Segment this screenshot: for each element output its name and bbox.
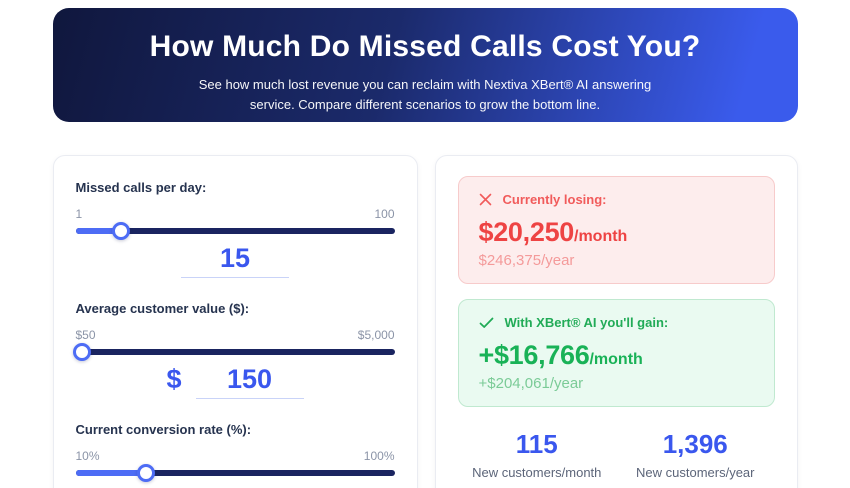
percent-suffix: %: [284, 485, 308, 488]
check-icon: [479, 317, 493, 328]
hero-banner: How Much Do Missed Calls Cost You? See h…: [52, 8, 798, 122]
conversion-rate-slider-thumb[interactable]: [137, 464, 156, 482]
conversion-rate-max-label: 100%: [363, 449, 395, 463]
customer-value-min-label: $50: [75, 328, 96, 342]
xbert-gain-header: With XBert® AI you'll gain:: [479, 315, 754, 330]
conversion-rate-slider-fill: [75, 470, 147, 476]
losing-monthly-value: $20,250/month: [478, 217, 628, 247]
missed-calls-value-input[interactable]: 15: [181, 243, 289, 278]
dollar-prefix: $: [166, 364, 182, 394]
conversion-rate-input[interactable]: 30: [162, 485, 270, 488]
conversion-rate-min-label: 10%: [75, 449, 100, 463]
calculator-card: Missed calls per day: 1 100 15 Average c…: [52, 155, 418, 488]
new-customers-month-value: 115: [515, 429, 558, 459]
currently-losing-label: Currently losing:: [502, 192, 607, 207]
page-title: How Much Do Missed Calls Cost You?: [149, 30, 701, 63]
stat-new-customers-month: 115 New customers/month: [458, 429, 617, 480]
xbert-gain-label: With XBert® AI you'll gain:: [504, 315, 669, 330]
page-container: How Much Do Missed Calls Cost You? See h…: [52, 8, 798, 488]
stat-new-customers-year: 1,396 New customers/year: [616, 429, 775, 480]
customer-value-max-label: $5,000: [357, 328, 395, 342]
currently-losing-header: Currently losing:: [479, 192, 754, 207]
customer-value-slider-thumb[interactable]: [72, 343, 91, 361]
conversion-rate-slider[interactable]: [75, 464, 395, 482]
new-customers-stats: 115 New customers/month 1,396 New custom…: [458, 429, 775, 480]
gain-yearly-value: +$204,061/year: [478, 375, 584, 392]
missed-calls-label: Missed calls per day:: [75, 180, 207, 195]
customer-value-slider[interactable]: [72, 343, 395, 361]
customer-value-input[interactable]: 150: [195, 364, 304, 399]
missed-calls-slider[interactable]: [75, 222, 395, 240]
slider-group-missed-calls: Missed calls per day: 1 100 15: [75, 180, 395, 278]
results-card: Currently losing: $20,250/month $246,375…: [434, 155, 798, 488]
slider-group-customer-value: Average customer value ($): $50 $5,000 $…: [72, 301, 395, 399]
missed-calls-slider-thumb[interactable]: [111, 222, 130, 240]
new-customers-year-label: New customers/year: [636, 465, 755, 480]
conversion-rate-label: Current conversion rate (%):: [75, 422, 252, 437]
gain-monthly-value: +$16,766/month: [478, 340, 643, 370]
missed-calls-min-label: 1: [75, 207, 83, 221]
xbert-gain-box: With XBert® AI you'll gain: +$16,766/mon…: [457, 299, 775, 407]
new-customers-month-label: New customers/month: [472, 465, 602, 480]
customer-value-label: Average customer value ($):: [75, 301, 250, 316]
currently-losing-box: Currently losing: $20,250/month $246,375…: [457, 176, 775, 284]
missed-calls-slider-fill: [75, 228, 121, 234]
page-subtitle: See how much lost revenue you can reclai…: [198, 77, 652, 113]
x-icon: [479, 193, 491, 206]
losing-yearly-value: $246,375/year: [478, 252, 575, 269]
new-customers-year-value: 1,396: [662, 429, 728, 459]
missed-calls-max-label: 100: [374, 207, 395, 221]
slider-group-conversion-rate: Current conversion rate (%): 10% 100% 30…: [75, 422, 395, 488]
